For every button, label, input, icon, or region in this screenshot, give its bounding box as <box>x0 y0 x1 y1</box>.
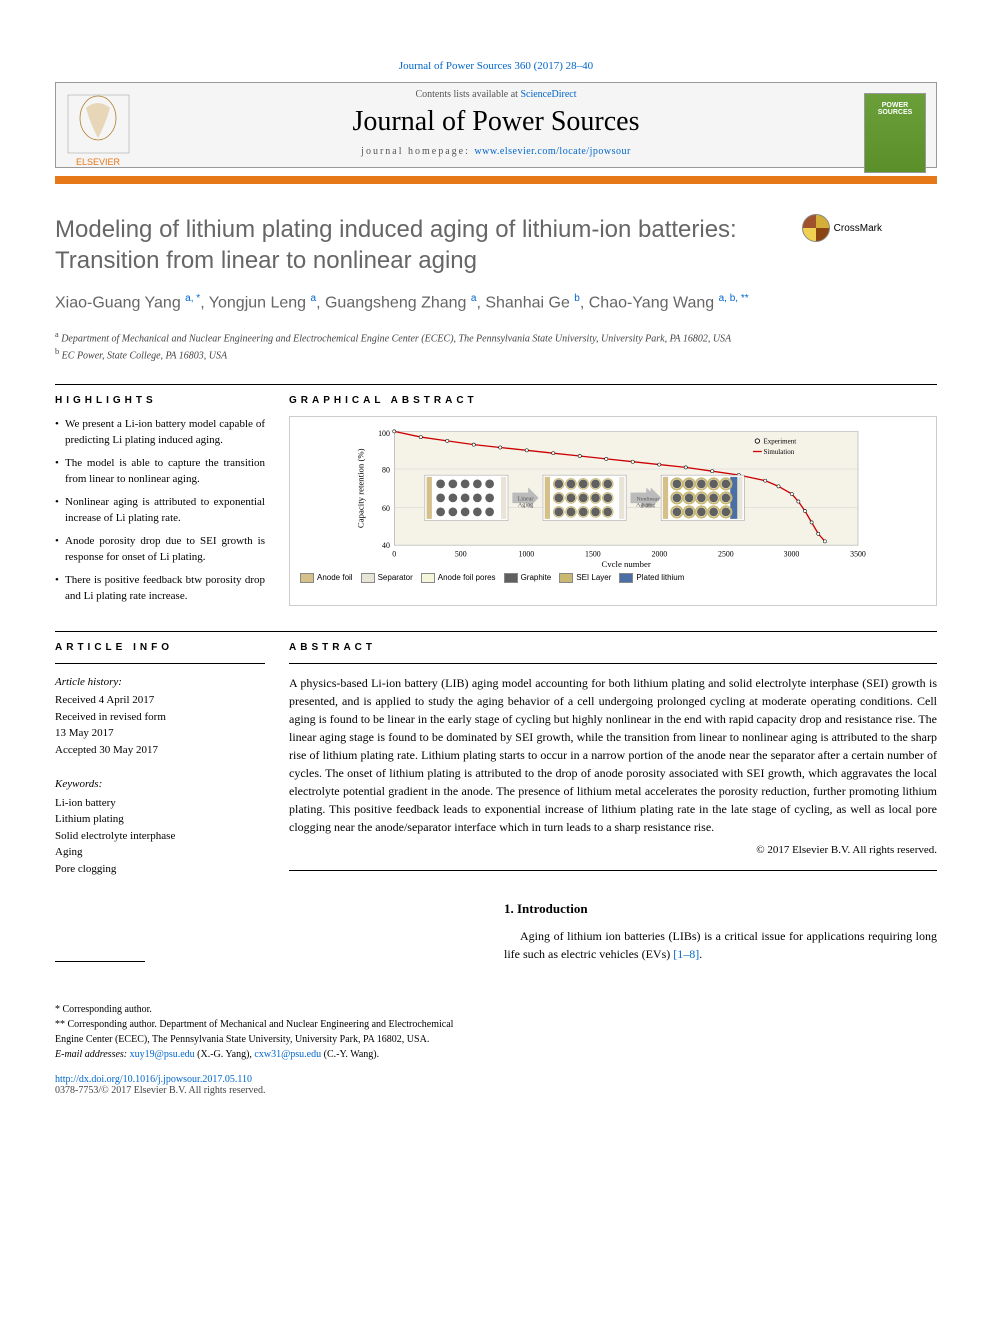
svg-text:0: 0 <box>392 549 396 558</box>
svg-text:Aging: Aging <box>518 502 533 508</box>
crossmark-icon <box>802 214 830 242</box>
header-box: ELSEVIER POWER SOURCES Contents lists av… <box>55 82 937 168</box>
svg-text:1500: 1500 <box>585 549 601 558</box>
highlight-item: Nonlinear aging is attributed to exponen… <box>55 494 265 527</box>
highlight-item: There is positive feedback btw porosity … <box>55 572 265 605</box>
divider <box>289 870 937 871</box>
svg-text:80: 80 <box>382 465 390 474</box>
journal-homepage-line: journal homepage: www.elsevier.com/locat… <box>56 146 936 167</box>
svg-text:500: 500 <box>455 549 467 558</box>
journal-cover: POWER SOURCES <box>864 93 926 173</box>
svg-text:Aging: Aging <box>641 502 655 508</box>
svg-text:Simulation: Simulation <box>764 448 795 456</box>
authors-line: Xiao-Guang Yang a, *, Yongjun Leng a, Gu… <box>55 292 937 315</box>
doi-link[interactable]: http://dx.doi.org/10.1016/j.jpowsour.201… <box>55 1074 937 1085</box>
svg-text:Linear: Linear <box>518 496 534 502</box>
affiliations: a Department of Mechanical and Nuclear E… <box>55 329 937 364</box>
svg-text:3000: 3000 <box>784 549 800 558</box>
intro-heading: 1. Introduction <box>504 901 937 917</box>
divider <box>55 631 937 632</box>
legend-item: SEI Layer <box>559 573 611 583</box>
issn-line: 0378-7753/© 2017 Elsevier B.V. All right… <box>55 1085 937 1096</box>
highlights-label: HIGHLIGHTS <box>55 395 265 406</box>
footnote-divider <box>55 961 145 962</box>
homepage-link[interactable]: www.elsevier.com/locate/jpowsour <box>474 146 630 157</box>
divider <box>55 663 265 664</box>
divider <box>289 663 937 664</box>
capacity-retention-chart: 100 80 60 40 0 500 1000 1500 2000 2500 3… <box>300 427 926 567</box>
divider <box>55 384 937 385</box>
header-citation: Journal of Power Sources 360 (2017) 28–4… <box>55 60 937 72</box>
highlight-item: We present a Li-ion battery model capabl… <box>55 416 265 449</box>
article-history: Article history: Received 4 April 2017Re… <box>55 674 265 759</box>
legend-item: Graphite <box>504 573 552 583</box>
svg-text:100: 100 <box>378 429 390 438</box>
graphical-abstract-figure: 100 80 60 40 0 500 1000 1500 2000 2500 3… <box>289 416 937 606</box>
svg-text:2000: 2000 <box>652 549 668 558</box>
article-info-label: ARTICLE INFO <box>55 642 265 653</box>
header-contents-line: Contents lists available at ScienceDirec… <box>56 83 936 102</box>
legend-item: Anode foil <box>300 573 353 583</box>
highlight-item: The model is able to capture the transit… <box>55 455 265 488</box>
abstract-text: A physics-based Li-ion battery (LIB) agi… <box>289 674 937 836</box>
legend-item: Separator <box>361 573 413 583</box>
svg-text:Experiment: Experiment <box>764 437 797 445</box>
highlights-list: We present a Li-ion battery model capabl… <box>55 416 265 605</box>
reference-link[interactable]: [1–8] <box>673 947 699 961</box>
svg-text:ELSEVIER: ELSEVIER <box>76 157 121 167</box>
legend-item: Anode foil pores <box>421 573 496 583</box>
footnotes: * Corresponding author. ** Corresponding… <box>55 1002 480 1062</box>
email-link-1[interactable]: xuy19@psu.edu <box>130 1049 195 1060</box>
keywords-block: Keywords: Li-ion batteryLithium platingS… <box>55 776 265 877</box>
abstract-copyright: © 2017 Elsevier B.V. All rights reserved… <box>289 844 937 856</box>
crossmark-badge[interactable]: CrossMark <box>802 214 882 242</box>
svg-text:40: 40 <box>382 541 390 550</box>
svg-text:Cycle number: Cycle number <box>601 559 650 567</box>
svg-text:Capacity retention (%): Capacity retention (%) <box>356 448 366 528</box>
svg-text:3500: 3500 <box>850 549 866 558</box>
graphical-abstract-label: GRAPHICAL ABSTRACT <box>289 395 937 406</box>
abstract-label: ABSTRACT <box>289 642 937 653</box>
elsevier-logo: ELSEVIER <box>66 93 131 168</box>
svg-text:60: 60 <box>382 504 390 513</box>
svg-text:2500: 2500 <box>718 549 734 558</box>
article-title: Modeling of lithium plating induced agin… <box>55 214 825 276</box>
svg-text:1000: 1000 <box>519 549 535 558</box>
journal-name: Journal of Power Sources <box>56 102 936 146</box>
figure-legend: Anode foil Separator Anode foil pores Graph… <box>300 573 926 583</box>
svg-text:Nonlinear: Nonlinear <box>637 496 660 502</box>
legend-item: Plated lithium <box>619 573 684 583</box>
orange-divider-bar <box>55 176 937 184</box>
intro-paragraph: Aging of lithium ion batteries (LIBs) is… <box>504 927 937 963</box>
sciencedirect-link[interactable]: ScienceDirect <box>520 89 576 100</box>
email-link-2[interactable]: cxw31@psu.edu <box>254 1049 321 1060</box>
highlight-item: Anode porosity drop due to SEI growth is… <box>55 533 265 566</box>
